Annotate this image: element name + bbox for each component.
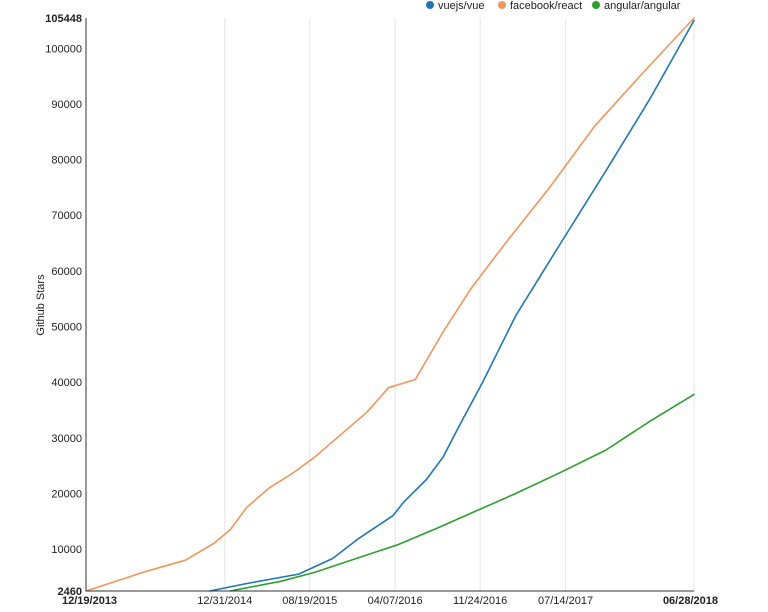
legend-marker (498, 1, 506, 9)
y-tick-label: 20000 (51, 488, 82, 500)
y-tick-label: 70000 (51, 210, 82, 222)
x-tick-label: 04/07/2016 (368, 595, 423, 607)
legend-marker (592, 1, 600, 9)
legend: vuejs/vue facebook/react angular/angular (426, 0, 681, 12)
y-tick-labels: 105448 100000 90000 80000 70000 60000 50000 400… (45, 13, 82, 598)
x-tick-label: 07/14/2017 (538, 595, 593, 607)
series-line-vuejs-vue (208, 19, 695, 592)
y-tick-label: 10000 (51, 544, 82, 556)
y-tick-label: 2460 (58, 586, 82, 598)
y-tick-label: 80000 (51, 155, 82, 167)
x-tick-label: 08/19/2015 (282, 595, 337, 607)
y-tick-label: 100000 (45, 43, 82, 55)
grid-layer (85, 18, 695, 591)
y-tick-label: 50000 (51, 321, 82, 333)
series-line-angular-angular (229, 393, 695, 592)
legend-label: facebook/react (510, 0, 582, 12)
y-tick-label: 90000 (51, 99, 82, 111)
y-tick-label: 40000 (51, 377, 82, 389)
legend-label: vuejs/vue (438, 0, 484, 12)
y-tick-label: 60000 (51, 266, 82, 278)
x-tick-label: 12/19/2013 (62, 595, 117, 607)
x-tick-label: 11/24/2016 (453, 595, 507, 607)
y-tick-label: 30000 (51, 433, 82, 445)
series-line-facebook-react (85, 17, 695, 592)
legend-label: angular/angular (604, 0, 681, 12)
x-tick-label: 12/31/2014 (197, 595, 252, 607)
series-layer (85, 17, 695, 592)
y-axis-title: Github Stars (35, 274, 47, 336)
axis-layer (85, 18, 694, 592)
y-tick-label: 105448 (45, 13, 82, 25)
legend-marker (426, 1, 434, 9)
x-tick-label: 06/28/2018 (663, 595, 718, 607)
x-tick-labels: 12/19/2013 12/31/2014 08/19/2015 04/07/2016… (62, 595, 718, 607)
